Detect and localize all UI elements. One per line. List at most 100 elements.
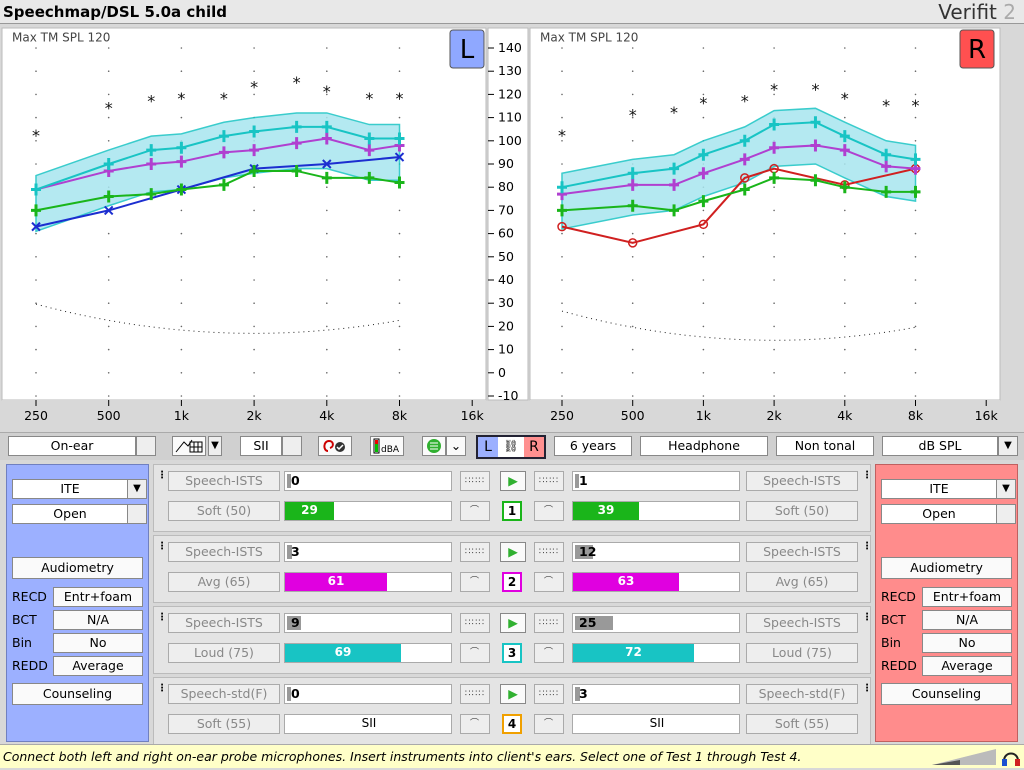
right-style-dropdown[interactable]: ▼	[996, 479, 1016, 499]
left-vent-select[interactable]: Open	[12, 504, 128, 524]
test-3-left-stimulus[interactable]: Speech-ISTS	[168, 613, 280, 633]
drag-handle-icon[interactable]: ⋮	[157, 470, 167, 481]
test-2-left-curve-icon[interactable]: ⌒	[460, 572, 490, 592]
test-3-right-bar: 72	[572, 643, 740, 663]
test-1-right-level[interactable]: Soft (50)	[746, 501, 858, 521]
test-3-right-dots[interactable]: ∷∷∷	[534, 613, 564, 633]
test-1-left-dots[interactable]: ∷∷∷	[460, 471, 490, 491]
test-4-left-curve-icon[interactable]: ⌒	[460, 714, 490, 734]
ear-probe-button[interactable]	[318, 436, 352, 456]
sii-dropdown-button[interactable]	[282, 436, 302, 456]
left-bin-button[interactable]: No	[53, 633, 143, 653]
right-speech-marker	[881, 185, 892, 198]
transducer-field[interactable]: Headphone	[640, 436, 768, 456]
grid-dot	[914, 325, 917, 328]
test-1-right-stimulus[interactable]: Speech-ISTS	[746, 471, 858, 491]
right-recd-button[interactable]: Entr+foam	[922, 587, 1012, 607]
test-1-right-dots[interactable]: ∷∷∷	[534, 471, 564, 491]
right-redd-button[interactable]: Average	[922, 656, 1012, 676]
volume-icon[interactable]	[930, 749, 998, 768]
left-audiometry-button[interactable]: Audiometry	[12, 557, 143, 579]
test-3-left-level[interactable]: Loud (75)	[168, 643, 280, 663]
right-bct-button[interactable]: N/A	[922, 610, 1012, 630]
tonal-field[interactable]: Non tonal	[776, 436, 874, 456]
test-1-play-button[interactable]: ▶	[500, 471, 526, 491]
grid-dot	[631, 302, 634, 305]
dba-meter-button[interactable]: dBA	[370, 436, 404, 456]
right-bar-fill	[573, 644, 694, 662]
drag-handle-icon[interactable]: ⋮	[862, 612, 872, 623]
left-recd-label: RECD	[12, 589, 47, 604]
sii-select[interactable]: SII	[240, 436, 282, 456]
test-1-number[interactable]: 1	[502, 501, 522, 521]
right-bin-button[interactable]: No	[922, 633, 1012, 653]
test-3-right-stimulus[interactable]: Speech-ISTS	[746, 613, 858, 633]
test-4-right-level[interactable]: Soft (55)	[746, 714, 858, 734]
left-counseling-button[interactable]: Counseling	[12, 683, 143, 705]
test-4-left-dots[interactable]: ∷∷∷	[460, 684, 490, 704]
test-3-play-button[interactable]: ▶	[500, 613, 526, 633]
mode-dropdown-button[interactable]	[136, 436, 156, 456]
test-4-play-button[interactable]: ▶	[500, 684, 526, 704]
left-style-dropdown[interactable]: ▼	[127, 479, 147, 499]
test-4-right-stimulus[interactable]: Speech-std(F)	[746, 684, 858, 704]
test-4-right-dots[interactable]: ∷∷∷	[534, 684, 564, 704]
link-right-label[interactable]: R	[524, 437, 544, 457]
test-2-right-stimulus[interactable]: Speech-ISTS	[746, 542, 858, 562]
test-4-left-level[interactable]: Soft (55)	[168, 714, 280, 734]
right-series-line-2	[561, 176, 916, 212]
link-left-label[interactable]: L	[478, 437, 498, 457]
list-button[interactable]	[422, 436, 446, 456]
test-2-left-stimulus[interactable]: Speech-ISTS	[168, 542, 280, 562]
test-1-left-level[interactable]: Soft (50)	[168, 501, 280, 521]
grid-dot	[773, 47, 775, 49]
test-1-right-curve-icon[interactable]: ⌒	[534, 501, 564, 521]
test-3-number[interactable]: 3	[502, 643, 522, 663]
left-bct-button[interactable]: N/A	[53, 610, 143, 630]
right-vent-dropdown[interactable]	[996, 504, 1016, 524]
test-2-left-dots[interactable]: ∷∷∷	[460, 542, 490, 562]
units-dropdown[interactable]: ▼	[998, 436, 1018, 456]
right-counseling-button[interactable]: Counseling	[881, 683, 1012, 705]
test-4-right-curve-icon[interactable]: ⌒	[534, 714, 564, 734]
right-style-select[interactable]: ITE	[881, 479, 997, 499]
test-3-left-dots[interactable]: ∷∷∷	[460, 613, 490, 633]
drag-handle-icon[interactable]: ⋮	[862, 470, 872, 481]
test-2-number[interactable]: 2	[502, 572, 522, 592]
graph-view-button[interactable]	[172, 436, 206, 456]
drag-handle-icon[interactable]: ⋮	[157, 683, 167, 694]
test-2-right-curve-icon[interactable]: ⌒	[534, 572, 564, 592]
test-2-left-level[interactable]: Avg (65)	[168, 572, 280, 592]
test-3-right-curve-icon[interactable]: ⌒	[534, 643, 564, 663]
test-1-left-stimulus[interactable]: Speech-ISTS	[168, 471, 280, 491]
drag-handle-icon[interactable]: ⋮	[862, 541, 872, 552]
test-1-left-curve-icon[interactable]: ⌒	[460, 501, 490, 521]
left-style-select[interactable]: ITE	[12, 479, 128, 499]
grid-dot	[702, 93, 705, 96]
right-audiogram-point	[557, 221, 567, 232]
right-audiometry-button[interactable]: Audiometry	[881, 557, 1012, 579]
age-field[interactable]: 6 years	[554, 436, 632, 456]
test-2-right-dots[interactable]: ∷∷∷	[534, 542, 564, 562]
test-3-right-level[interactable]: Loud (75)	[746, 643, 858, 663]
drag-handle-icon[interactable]: ⋮	[157, 612, 167, 623]
right-ucl-point: *	[841, 89, 849, 108]
right-speech-marker	[739, 183, 750, 196]
right-vent-select[interactable]: Open	[881, 504, 997, 524]
left-recd-button[interactable]: Entr+foam	[53, 587, 143, 607]
headphone-icon[interactable]	[1001, 747, 1021, 770]
drag-handle-icon[interactable]: ⋮	[157, 541, 167, 552]
test-2-play-button[interactable]: ▶	[500, 542, 526, 562]
mode-select[interactable]: On-ear	[8, 436, 136, 456]
ear-link-toggle[interactable]: L ⛓ R	[476, 435, 546, 459]
list-dropdown-button[interactable]: ⌄	[446, 436, 466, 456]
units-select[interactable]: dB SPL	[882, 436, 998, 456]
test-4-number[interactable]: 4	[502, 714, 522, 734]
graph-view-dropdown[interactable]: ▼	[208, 436, 222, 456]
left-vent-dropdown[interactable]	[127, 504, 147, 524]
left-redd-button[interactable]: Average	[53, 656, 143, 676]
test-2-right-level[interactable]: Avg (65)	[746, 572, 858, 592]
test-3-left-curve-icon[interactable]: ⌒	[460, 643, 490, 663]
test-4-left-stimulus[interactable]: Speech-std(F)	[168, 684, 280, 704]
drag-handle-icon[interactable]: ⋮	[862, 683, 872, 694]
